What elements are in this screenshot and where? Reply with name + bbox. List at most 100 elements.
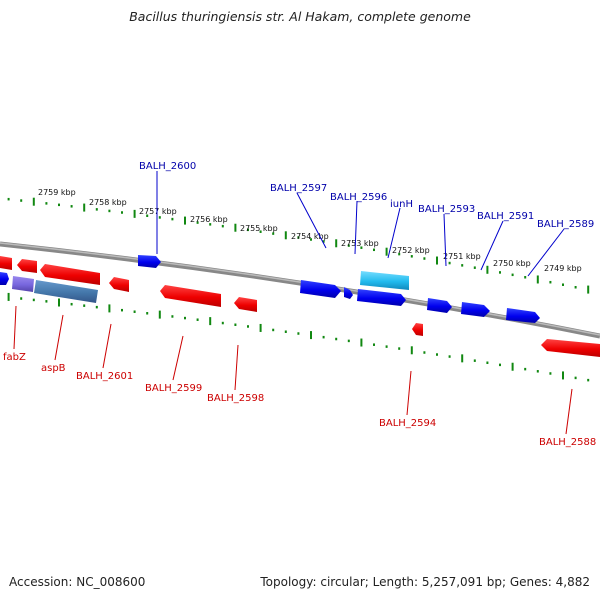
scale-label: 2758 kbp [89, 198, 127, 207]
major-tick [385, 247, 388, 256]
minor-tick [347, 339, 350, 343]
scale-label: 2750 kbp [493, 259, 531, 268]
gene-arrow[interactable] [160, 285, 221, 307]
gene-label[interactable]: BALH_2594 [379, 418, 436, 429]
minor-tick [20, 297, 23, 300]
minor-tick [373, 343, 375, 346]
scale-label: 2755 kbp [240, 224, 278, 233]
minor-tick [524, 367, 527, 371]
minor-tick [158, 216, 161, 219]
major-tick [133, 209, 136, 218]
major-tick [410, 346, 413, 355]
minor-tick [373, 248, 375, 252]
minor-tick [297, 236, 300, 239]
gene-arrow-highlight[interactable] [360, 271, 409, 290]
minor-tick [45, 202, 48, 205]
scale-label: 2753 kbp [341, 239, 379, 248]
gene-label[interactable]: BALH_2597 [270, 183, 327, 194]
minor-tick [121, 211, 123, 214]
minor-tick [171, 217, 174, 221]
major-tick [259, 323, 262, 332]
gene-label[interactable]: fabZ [3, 352, 26, 363]
gene-arrow[interactable] [506, 308, 540, 323]
minor-tick [574, 286, 577, 289]
gene-arrow[interactable] [17, 259, 37, 273]
minor-tick [70, 302, 73, 306]
minor-tick [221, 224, 224, 228]
gene-arrow[interactable] [109, 277, 129, 292]
minor-tick [398, 347, 401, 350]
gene-arrow[interactable] [138, 255, 161, 268]
genome-summary: Topology: circular; Length: 5,257,091 bp… [260, 575, 590, 589]
forward-gene-labels: BALH_2600 BALH_2597 BALH_2596 iunH BALH_… [139, 161, 594, 230]
label-leaders [13, 171, 573, 435]
minor-tick [322, 240, 325, 243]
gene-label[interactable]: BALH_2598 [207, 393, 264, 404]
major-tick [335, 239, 338, 248]
gene-arrow[interactable] [461, 302, 490, 317]
gene-arrow[interactable] [300, 280, 341, 298]
minor-tick [574, 376, 577, 380]
gene-arrow[interactable] [0, 256, 12, 270]
major-tick [360, 338, 363, 347]
minor-tick [83, 304, 86, 307]
minor-tick [461, 264, 464, 267]
scale-labels: 2759 kbp 2758 kbp 2757 kbp 2756 kbp 2755… [38, 188, 582, 273]
gene-arrow-purple[interactable] [12, 276, 34, 292]
minor-tick [360, 246, 363, 249]
gene-label[interactable]: aspB [41, 363, 66, 374]
gene-arrow-steel[interactable] [34, 280, 98, 303]
gene-arrow[interactable] [357, 289, 406, 306]
minor-tick [536, 370, 539, 373]
minor-tick [562, 283, 564, 286]
gene-label[interactable]: iunH [390, 199, 413, 210]
minor-tick [146, 312, 149, 315]
minor-tick [108, 209, 111, 213]
minor-tick [196, 318, 199, 321]
minor-tick [259, 230, 262, 233]
scale-label: 2752 kbp [392, 246, 430, 255]
gene-label[interactable]: BALH_2593 [418, 204, 475, 215]
gene-arrow[interactable] [0, 272, 9, 285]
gene-label[interactable]: BALH_2591 [477, 211, 534, 222]
minor-tick [121, 308, 123, 312]
minor-tick [171, 315, 174, 318]
gene-label[interactable]: BALH_2599 [145, 383, 202, 394]
gene-arrow[interactable] [427, 298, 452, 313]
minor-tick [45, 300, 48, 303]
gene-arrow[interactable] [344, 287, 353, 299]
minor-tick [133, 310, 136, 313]
minor-tick [423, 257, 426, 260]
major-tick [58, 298, 60, 307]
minor-tick [310, 238, 312, 241]
minor-tick [322, 335, 325, 339]
minor-tick [423, 351, 426, 354]
minor-tick [234, 323, 237, 326]
gene-label[interactable]: BALH_2600 [139, 161, 196, 172]
gene-label[interactable]: BALH_2601 [76, 371, 133, 382]
gene-label[interactable]: BALH_2589 [537, 219, 594, 230]
minor-tick [448, 261, 451, 265]
minor-tick [247, 228, 249, 232]
minor-tick [524, 276, 527, 279]
minor-tick [448, 355, 451, 358]
scale-label: 2749 kbp [544, 264, 582, 273]
gene-label[interactable]: BALH_2596 [330, 192, 387, 203]
scale-label: 2757 kbp [139, 207, 177, 216]
minor-tick [297, 332, 300, 335]
gene-arrow[interactable] [412, 323, 423, 336]
scale-label: 2751 kbp [443, 252, 481, 261]
major-tick [562, 371, 564, 380]
gene-label[interactable]: BALH_2588 [539, 437, 596, 448]
minor-tick [95, 208, 98, 211]
major-tick [7, 292, 10, 301]
gene-arrow[interactable] [40, 264, 100, 285]
minor-tick [398, 252, 401, 256]
minor-tick [272, 328, 275, 332]
minor-tick [436, 353, 438, 356]
gene-arrow[interactable] [541, 339, 600, 357]
lower-scale-track [7, 292, 590, 382]
major-tick [83, 203, 86, 212]
minor-tick [196, 221, 199, 224]
gene-arrow[interactable] [234, 297, 257, 312]
